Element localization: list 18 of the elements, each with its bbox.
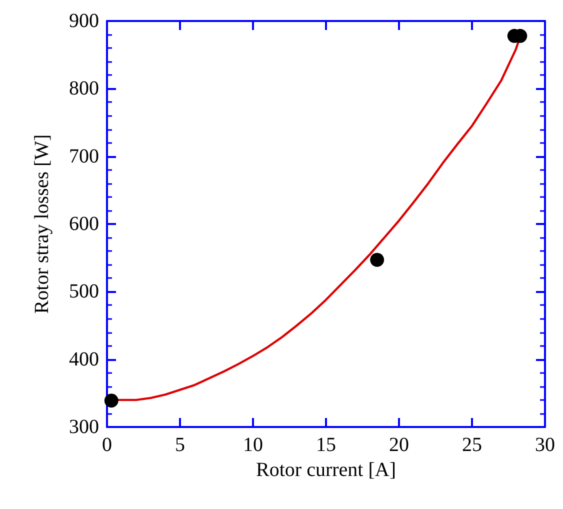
y-tick-label: 500 bbox=[69, 280, 99, 303]
x-tick-label: 15 bbox=[316, 434, 336, 456]
point bbox=[104, 394, 118, 408]
point bbox=[370, 252, 384, 267]
y-tick-label: 700 bbox=[69, 145, 99, 168]
y-tick-label: 400 bbox=[69, 348, 99, 370]
y-tick-label: 300 bbox=[69, 416, 99, 438]
x-tick-label: 10 bbox=[243, 434, 263, 456]
x-axis-title: Rotor current [A] bbox=[256, 458, 396, 481]
x-tick-label: 30 bbox=[535, 434, 555, 456]
y-tick-label: 900 bbox=[69, 10, 99, 32]
y-tick-label: 600 bbox=[69, 213, 99, 235]
y-axis-title: Rotor stray losses [W] bbox=[31, 134, 53, 314]
y-tick-label: 800 bbox=[69, 78, 99, 100]
x-tick-label: 20 bbox=[389, 434, 409, 456]
x-tick-label: 25 bbox=[462, 434, 482, 456]
x-tick-label: 5 bbox=[175, 434, 185, 456]
x-tick-label: 0 bbox=[102, 434, 112, 456]
